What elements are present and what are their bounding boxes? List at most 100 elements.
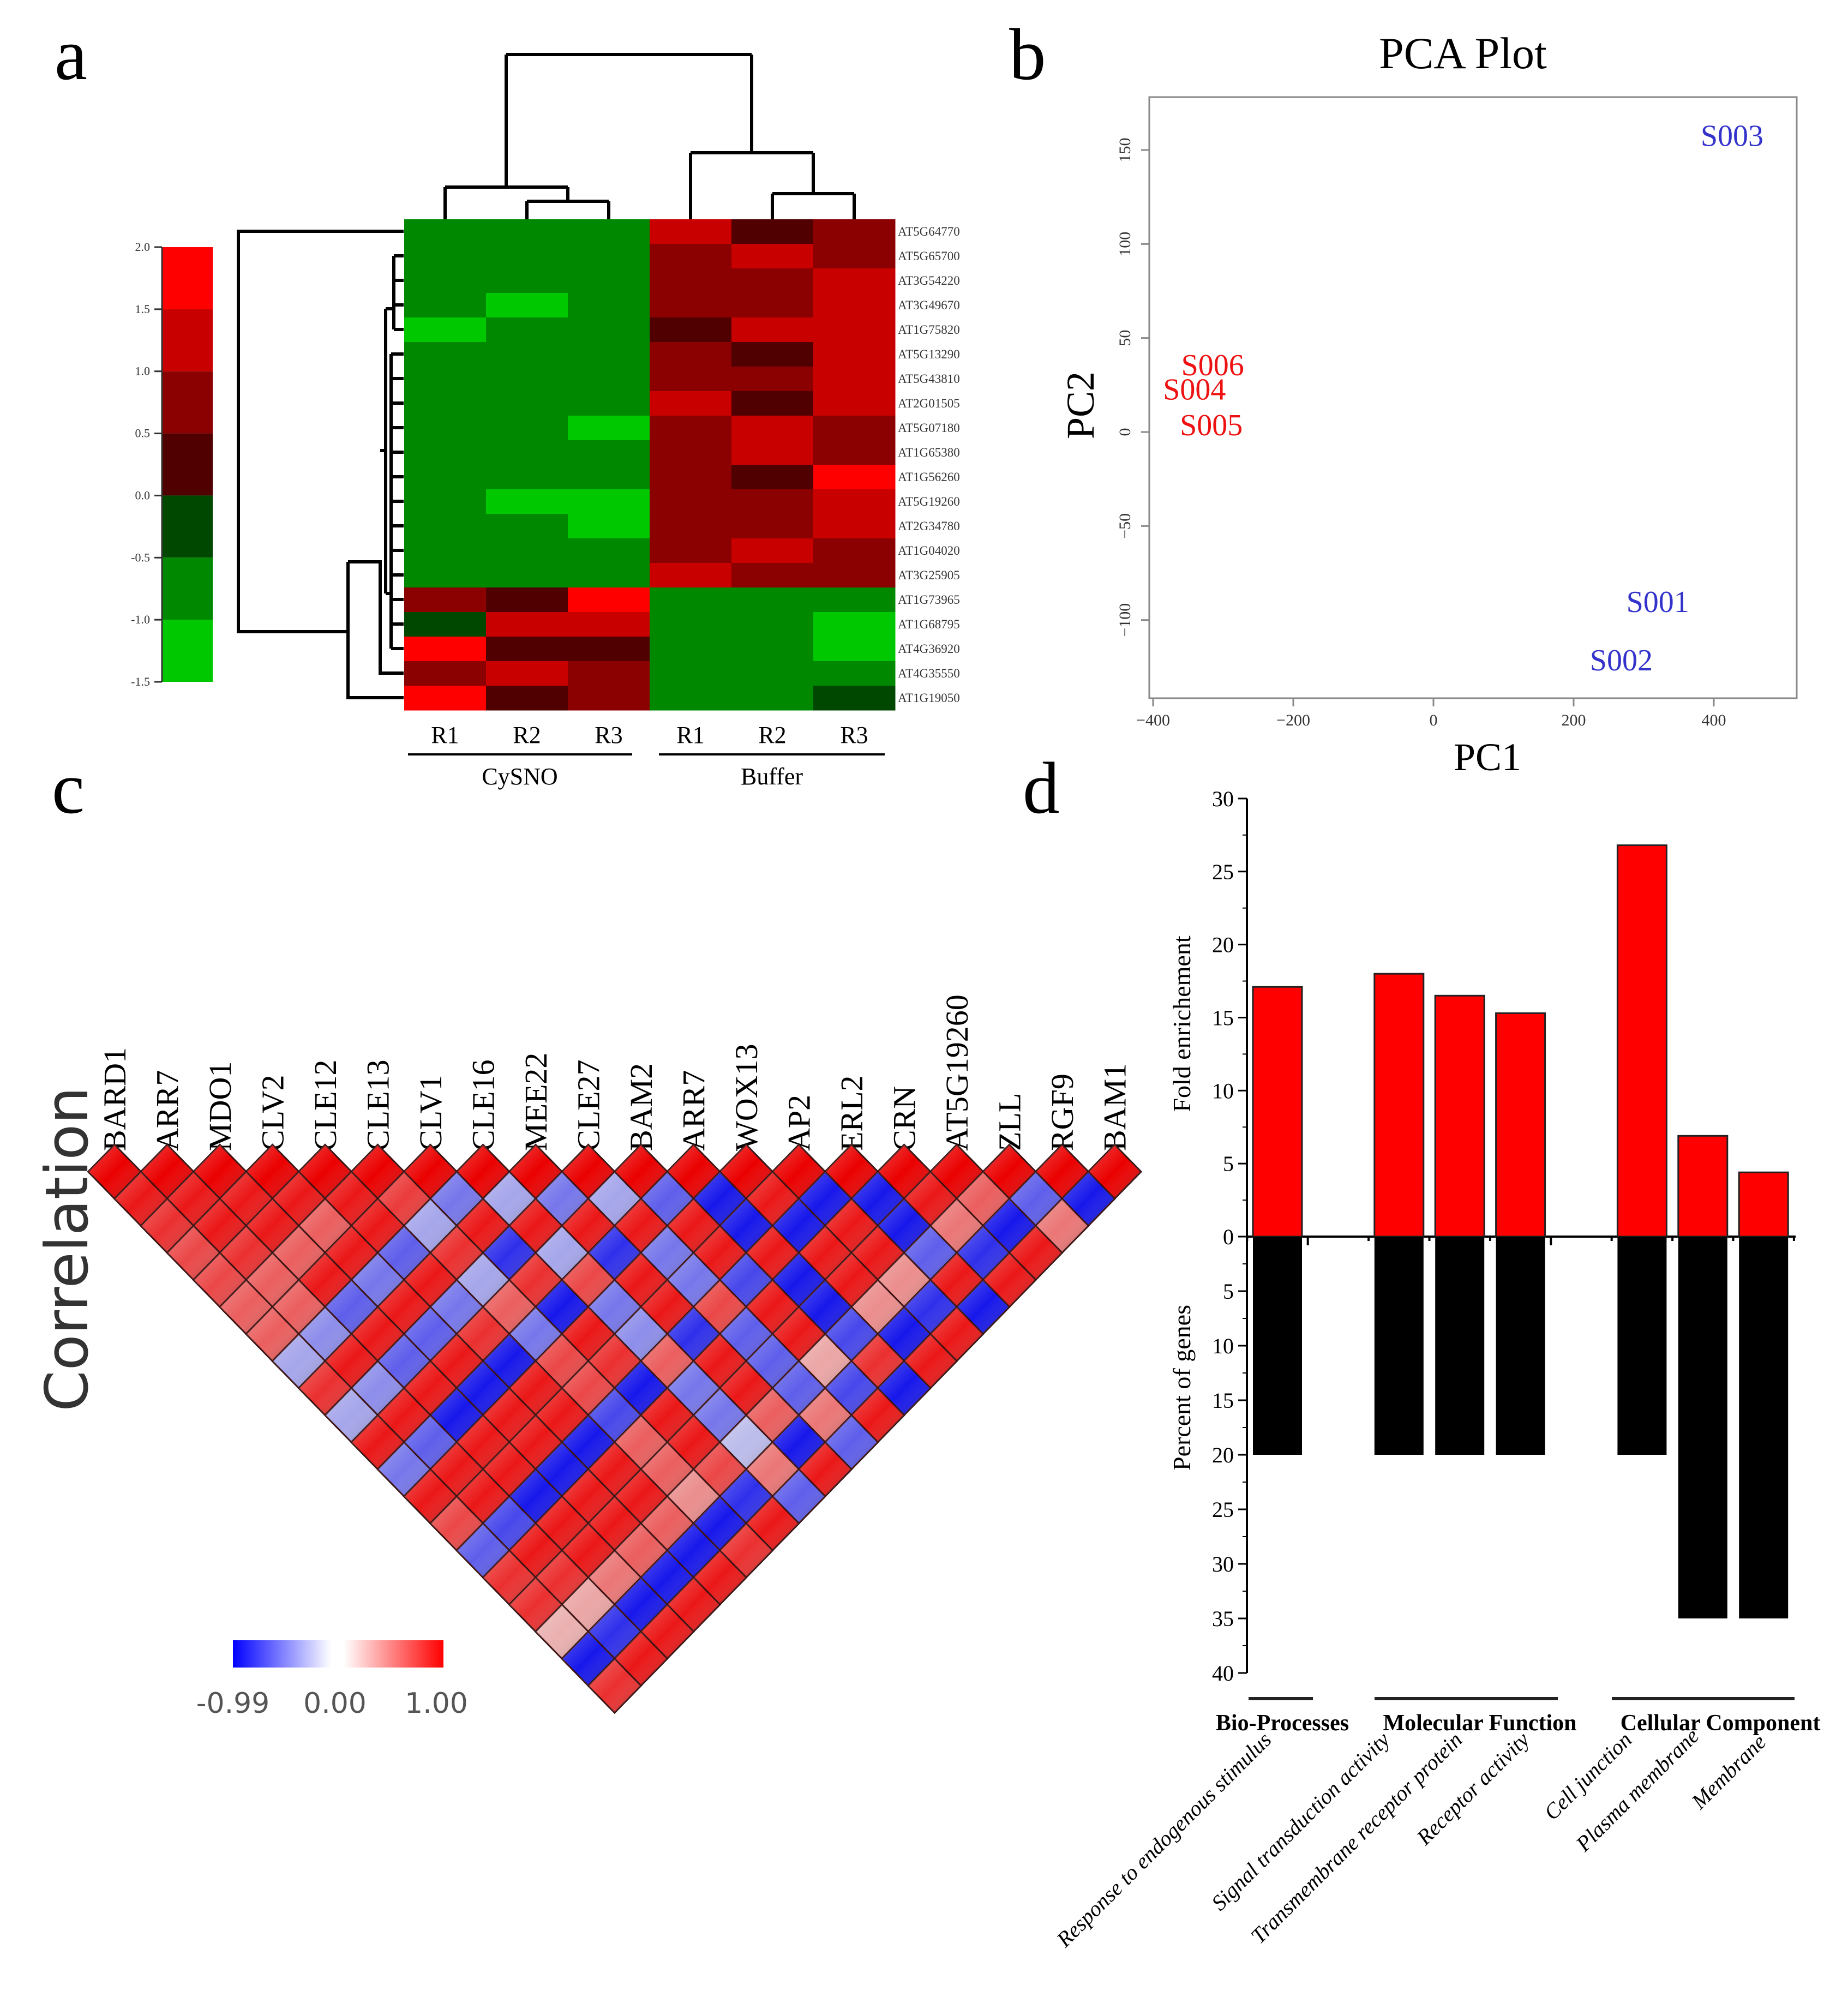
heatmap-cell <box>813 686 896 711</box>
heatmap-row-label: AT1G75820 <box>898 323 960 337</box>
heatmap-row-label: AT1G73965 <box>898 593 960 607</box>
heatmap-cell <box>404 637 487 662</box>
colorbar-bin <box>162 247 213 309</box>
colorbar-bin <box>162 309 213 371</box>
row-dendrogram <box>237 230 404 699</box>
pca-y-tick-label: 0 <box>1116 428 1134 436</box>
correlation-gene-label: ERL2 <box>834 1075 869 1151</box>
heatmap-cell <box>486 416 568 441</box>
heatmap-cell <box>486 538 568 563</box>
bar-percent-genes <box>1678 1237 1727 1618</box>
bar-percent-genes <box>1374 1237 1424 1455</box>
colorbar-bin <box>162 433 213 496</box>
heatmap-cell <box>731 416 814 441</box>
y-axis-label-fold: Fold enrichement <box>1168 935 1196 1112</box>
heatmap-cell <box>731 342 814 367</box>
heatmap-cell <box>404 416 487 441</box>
correlation-gene-label: CRN <box>887 1086 922 1151</box>
heatmap-cell <box>650 587 732 613</box>
heatmap-cell <box>813 637 896 662</box>
heatmap-cell <box>486 317 568 343</box>
heatmap-cell <box>568 587 650 613</box>
colorbar-tick-label: 1.5 <box>135 302 151 316</box>
bar-y-tick-label-top: 10 <box>1212 1078 1234 1103</box>
heatmap-cell <box>731 587 814 613</box>
heatmap-cell <box>650 514 732 539</box>
heatmap-row-label: AT5G07180 <box>898 421 960 435</box>
heatmap-cell <box>568 686 650 711</box>
heatmap-cell <box>486 391 568 416</box>
heatmap-column-label: R2 <box>513 722 541 748</box>
heatmap-cell <box>813 612 896 637</box>
bar-y-tick-label-bottom: 30 <box>1212 1552 1234 1576</box>
heatmap-cell <box>568 661 650 686</box>
heatmap-cell <box>486 367 568 392</box>
bar-axes: 0 5 10 15 20 25 30 5 10 15 20 25 30 35 40 <box>1212 787 1796 1686</box>
heatmap-cell <box>568 391 650 416</box>
heatmap-row-label: AT4G35550 <box>898 667 960 680</box>
heatmap-cell <box>568 489 650 514</box>
bar-percent-genes <box>1739 1237 1789 1618</box>
heatmap-cell <box>404 219 487 244</box>
pca-y-tick-label: −100 <box>1116 603 1134 637</box>
heatmap-cell <box>650 268 732 293</box>
heatmap-cell <box>404 391 487 416</box>
colorbar-tick-label: 2.0 <box>135 240 151 254</box>
heatmap-cell <box>813 489 896 514</box>
pca-x-tick-label: 200 <box>1562 711 1586 729</box>
heatmap-cell <box>404 612 487 637</box>
heatmap-row-labels: AT5G64770 AT5G65700 AT3G54220 AT3G49670 AT1G… <box>898 225 960 705</box>
bar-percent-genes <box>1617 1237 1667 1455</box>
colorbar-bin <box>162 620 213 682</box>
heatmap-cell <box>486 219 568 244</box>
correlation-cell-shading <box>588 1658 641 1713</box>
colorbar-bin <box>162 371 213 434</box>
heatmap-colorbar: 2.0 1.5 1.0 0.5 0.0 -0.5 -1.0 -1.5 <box>131 240 213 688</box>
go-group-bio-processes: Bio-Processes <box>1216 1711 1349 1736</box>
heatmap-row-label: AT4G36920 <box>898 642 960 656</box>
bar-y-tick-label-top: 5 <box>1223 1152 1234 1176</box>
pca-title: PCA Plot <box>1379 28 1547 78</box>
colorbar-tick-label: -0.5 <box>131 550 150 564</box>
heatmap-cell <box>650 416 732 441</box>
heatmap-cell <box>731 440 814 465</box>
bar-y-tick-label-bottom: 40 <box>1212 1661 1234 1686</box>
heatmap-row-label: AT2G01505 <box>898 397 960 410</box>
heatmap-cell <box>813 391 896 416</box>
heatmap-cell <box>568 563 650 588</box>
heatmap-cell <box>568 244 650 269</box>
heatmap-cell <box>404 686 487 711</box>
heatmap-cell <box>568 440 650 465</box>
heatmap-cell <box>486 587 568 613</box>
heatmap-cell <box>568 538 650 563</box>
bar-category-label: Receptor activity <box>1411 1727 1534 1850</box>
bar-fold-enrichment <box>1738 1171 1789 1238</box>
colorbar-tick-label: -1.0 <box>131 613 150 626</box>
correlation-gene-label: CLE12 <box>308 1059 343 1151</box>
heatmap-cell <box>568 637 650 662</box>
pca-axes: −400 −200 0 200 400 −100 −50 0 50 100 150 <box>1116 137 1726 729</box>
heatmap-column-label: R3 <box>840 722 868 748</box>
heatmap-cell <box>731 293 814 318</box>
y-axis-label-percent: Percent of genes <box>1168 1305 1196 1471</box>
bar-fold-enrichment <box>1677 1135 1729 1238</box>
go-enrichment-panel: 0 5 10 15 20 25 30 5 10 15 20 25 30 35 40 Fold enriche… <box>1051 787 1820 1952</box>
heatmap-cell <box>650 317 732 343</box>
colorbar-tick-label: 1.0 <box>135 364 151 378</box>
pca-y-tick-label: 150 <box>1116 137 1134 162</box>
heatmap-cell <box>731 219 814 244</box>
colorbar-bin <box>162 495 213 558</box>
heatmap-cell <box>813 465 896 490</box>
heatmap-cell <box>731 514 814 539</box>
bar-fold-enrichment <box>1434 994 1485 1238</box>
correlation-gene-label: CLV2 <box>255 1075 291 1151</box>
bar-y-tick-label-top: 0 <box>1223 1225 1234 1249</box>
pca-point-label: S001 <box>1627 585 1689 619</box>
heatmap-cell <box>813 563 896 588</box>
bar-y-tick-label-bottom: 15 <box>1212 1388 1234 1413</box>
correlation-legend: -0.99 0.00 1.00 <box>196 1640 468 1720</box>
heatmap-cells <box>404 219 896 711</box>
bar-fold-enrichment <box>1252 986 1303 1238</box>
legend-positive-gradient <box>344 1640 443 1668</box>
pca-y-tick-label: 50 <box>1116 330 1134 346</box>
